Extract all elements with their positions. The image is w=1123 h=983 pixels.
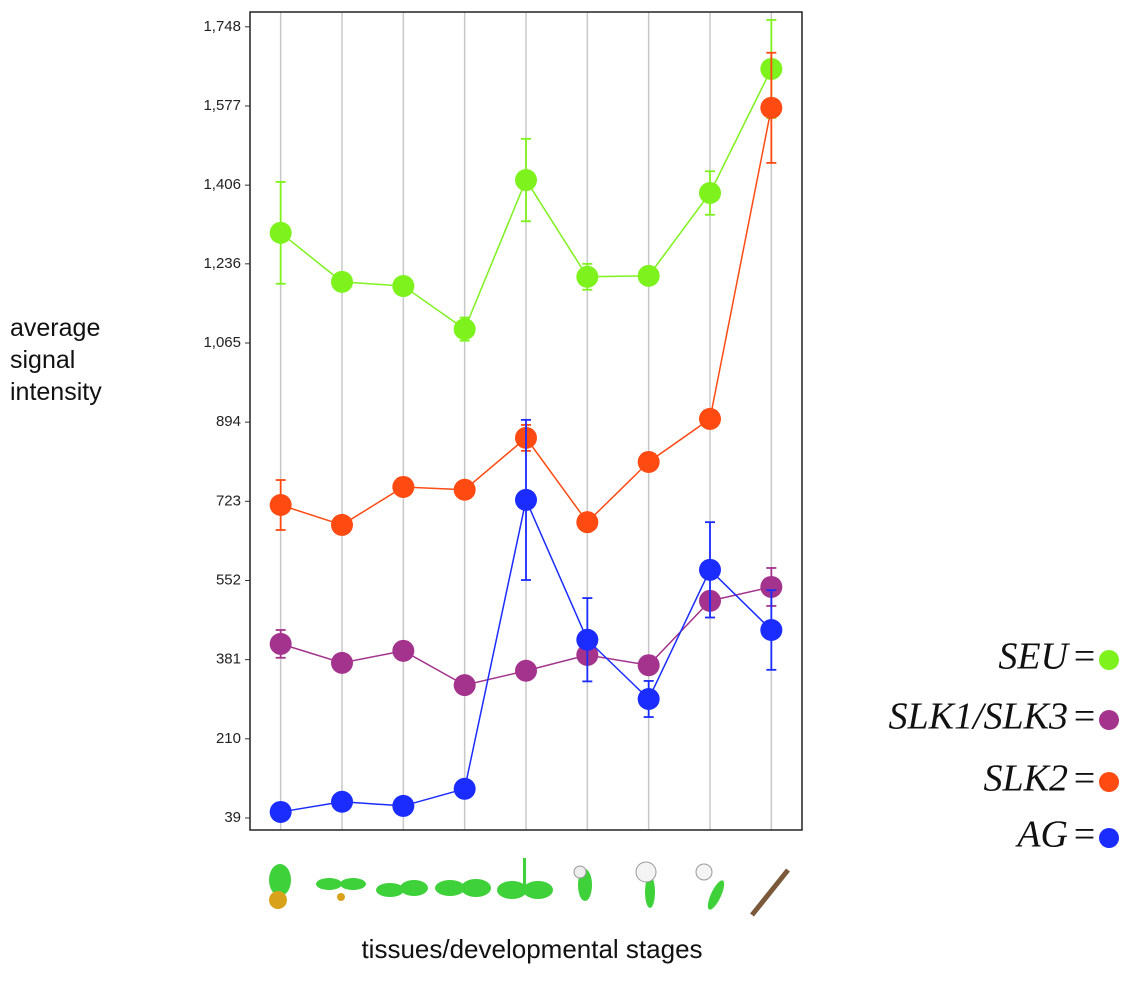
data-point — [760, 619, 782, 641]
data-point — [454, 778, 476, 800]
data-point — [699, 408, 721, 430]
legend-label: AG — [1014, 814, 1068, 856]
data-point — [638, 654, 660, 676]
data-point — [454, 318, 476, 340]
stage-icons — [269, 858, 788, 915]
data-point — [270, 801, 292, 823]
legend-marker — [1099, 828, 1119, 848]
data-point — [331, 514, 353, 536]
legend-label: SLK1/SLK3 — [888, 696, 1068, 738]
data-point — [699, 559, 721, 581]
data-point — [331, 652, 353, 674]
y-axis-label: average signal intensity — [10, 312, 135, 408]
y-tick-label: 381 — [216, 651, 241, 668]
y-tick-label: 552 — [216, 571, 241, 588]
legend-marker — [1099, 772, 1119, 792]
y-tick-label: 1,577 — [203, 97, 241, 114]
y-tick-label: 723 — [216, 492, 241, 509]
legend-separator: = — [1071, 814, 1097, 856]
data-point — [454, 479, 476, 501]
data-point — [515, 169, 537, 191]
page: tissues/developmental stages 39 210 381 552… — [0, 0, 1123, 983]
legend-label: SEU — [998, 636, 1070, 678]
legend-marker — [1099, 710, 1119, 730]
data-point — [392, 476, 414, 498]
data-point — [576, 629, 598, 651]
data-point — [454, 674, 476, 696]
data-point — [760, 97, 782, 119]
data-point — [515, 660, 537, 682]
legend-marker — [1099, 650, 1119, 670]
y-tick-label: 39 — [224, 809, 241, 826]
data-point — [576, 511, 598, 533]
x-axis-label: tissues/developmental stages — [361, 934, 702, 964]
y-tick-label: 1,406 — [203, 176, 241, 193]
y-tick-label: 1,236 — [203, 255, 241, 272]
data-point — [270, 633, 292, 655]
data-point — [638, 688, 660, 710]
data-point — [699, 182, 721, 204]
data-point — [515, 489, 537, 511]
data-point — [331, 791, 353, 813]
legend-separator: = — [1071, 636, 1097, 678]
data-point — [576, 266, 598, 288]
data-point — [638, 265, 660, 287]
data-point — [392, 275, 414, 297]
data-point — [270, 494, 292, 516]
y-tick-label: 1,748 — [203, 18, 241, 35]
data-point — [331, 271, 353, 293]
legend-label: SLK2 — [984, 758, 1068, 800]
data-point — [392, 795, 414, 817]
legend-separator: = — [1071, 758, 1097, 800]
data-point — [638, 451, 660, 473]
data-point — [392, 640, 414, 662]
data-point — [270, 222, 292, 244]
chart: tissues/developmental stages 39 210 381 552… — [0, 0, 1123, 983]
y-tick-label: 894 — [216, 413, 241, 430]
y-tick-label: 1,065 — [203, 334, 241, 351]
legend-separator: = — [1071, 696, 1097, 738]
y-tick-label: 210 — [216, 730, 241, 747]
